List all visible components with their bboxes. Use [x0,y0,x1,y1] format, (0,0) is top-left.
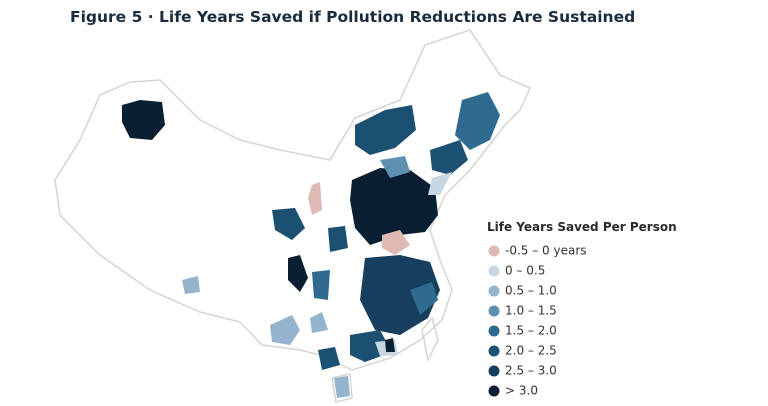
legend: -0.5 – 0 years 0 – 0.5 0.5 – 1.0 1.0 – 1.5 1… [488,244,587,398]
region [410,282,438,315]
region [455,92,500,150]
legend-label: 0.5 – 1.0 [505,284,557,298]
legend-label: > 3.0 [505,384,538,398]
legend-label: 2.0 – 2.5 [505,344,557,358]
legend-swatch [488,285,500,297]
region [380,156,410,178]
legend-label: 1.5 – 2.0 [505,324,557,338]
region [318,347,340,370]
legend-swatch [488,365,500,377]
region [312,270,330,300]
legend-swatch [488,305,500,317]
island-outline [421,316,439,363]
legend-label: 2.5 – 3.0 [505,364,557,378]
legend-swatch [488,345,500,357]
region [308,182,322,215]
legend-label: 0 – 0.5 [505,264,545,278]
region [182,276,200,294]
legend-swatch [488,265,500,277]
region [428,172,452,195]
region [270,315,300,345]
legend-label: 1.0 – 1.5 [505,304,557,318]
legend-label: -0.5 – 0 years [505,244,587,258]
region [430,140,468,175]
legend-swatch [488,385,500,397]
region [288,255,308,292]
region [310,312,328,333]
legend-swatch [488,245,500,257]
region [385,338,395,352]
region [355,105,416,155]
region [272,208,305,240]
figure-title: Figure 5 · Life Years Saved if Pollution… [70,8,635,26]
country-outline [54,29,531,371]
map [54,29,531,403]
region [328,226,348,252]
region [382,230,410,255]
region [350,168,438,245]
legend-title: Life Years Saved Per Person [487,220,677,234]
legend-swatch [488,325,500,337]
hainan-outline [331,373,353,403]
region [334,376,350,398]
region [122,100,165,140]
